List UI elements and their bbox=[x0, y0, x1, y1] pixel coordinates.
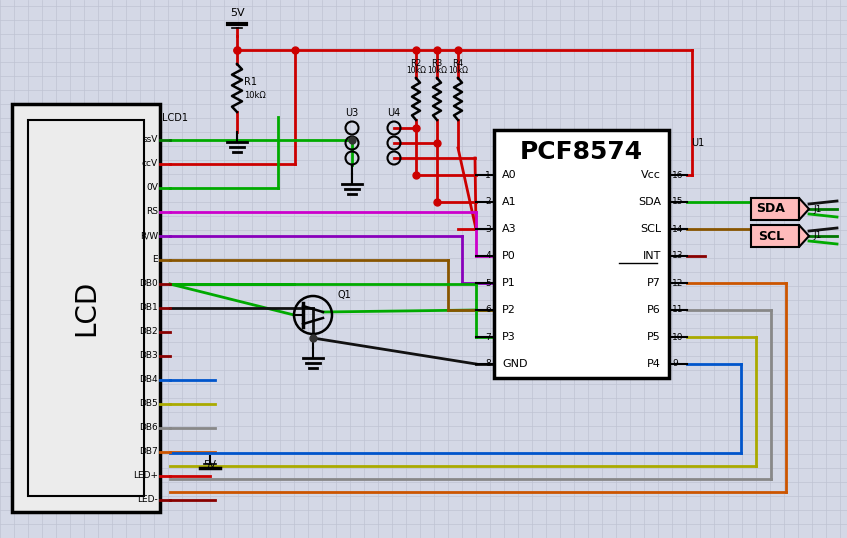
Text: SCL: SCL bbox=[758, 230, 784, 243]
Text: LED+: LED+ bbox=[133, 471, 158, 480]
Text: A1: A1 bbox=[502, 197, 517, 207]
Text: 5: 5 bbox=[485, 279, 491, 287]
Polygon shape bbox=[799, 198, 809, 220]
Text: ccV: ccV bbox=[142, 159, 158, 168]
Text: DB4: DB4 bbox=[140, 376, 158, 385]
Text: SCL: SCL bbox=[639, 224, 661, 234]
Text: 13: 13 bbox=[672, 251, 684, 260]
Text: INT: INT bbox=[643, 251, 661, 261]
Bar bbox=[751, 225, 799, 247]
Text: 5V: 5V bbox=[230, 8, 244, 18]
Text: RS: RS bbox=[146, 208, 158, 216]
Text: R4: R4 bbox=[452, 59, 463, 68]
Text: 7: 7 bbox=[485, 332, 491, 342]
Text: 0V: 0V bbox=[147, 183, 158, 193]
Text: 5V: 5V bbox=[203, 460, 217, 470]
Text: P6: P6 bbox=[647, 305, 661, 315]
Text: 11: 11 bbox=[672, 306, 684, 315]
Bar bbox=[751, 198, 799, 220]
Text: Q1: Q1 bbox=[337, 290, 351, 300]
Text: U4: U4 bbox=[387, 108, 401, 118]
Text: P4: P4 bbox=[647, 359, 661, 369]
Text: 10kΩ: 10kΩ bbox=[244, 90, 266, 100]
Text: DB2: DB2 bbox=[140, 328, 158, 336]
Text: DB7: DB7 bbox=[139, 448, 158, 457]
Text: LCD1: LCD1 bbox=[162, 113, 188, 123]
Text: Vcc: Vcc bbox=[641, 170, 661, 180]
Text: LED-: LED- bbox=[137, 495, 158, 505]
Text: R/W: R/W bbox=[140, 231, 158, 240]
Text: 10: 10 bbox=[672, 332, 684, 342]
Text: P3: P3 bbox=[502, 332, 516, 342]
Text: DB6: DB6 bbox=[139, 423, 158, 433]
Text: 8: 8 bbox=[485, 359, 491, 369]
Text: DB3: DB3 bbox=[139, 351, 158, 360]
Text: J1: J1 bbox=[813, 204, 822, 214]
Text: P2: P2 bbox=[502, 305, 516, 315]
Text: 15: 15 bbox=[672, 197, 684, 207]
Text: P7: P7 bbox=[647, 278, 661, 288]
Text: SDA: SDA bbox=[756, 202, 785, 216]
Text: SDA: SDA bbox=[638, 197, 661, 207]
Text: 14: 14 bbox=[672, 224, 684, 233]
Text: P1: P1 bbox=[502, 278, 516, 288]
Text: ssV: ssV bbox=[142, 136, 158, 145]
Text: P0: P0 bbox=[502, 251, 516, 261]
Text: 10kΩ: 10kΩ bbox=[427, 66, 447, 75]
Text: J1: J1 bbox=[813, 231, 822, 240]
Bar bbox=[28, 120, 144, 496]
Text: DB5: DB5 bbox=[139, 400, 158, 408]
Text: R3: R3 bbox=[431, 59, 443, 68]
Text: A0: A0 bbox=[502, 170, 517, 180]
Text: 10kΩ: 10kΩ bbox=[406, 66, 426, 75]
Text: U1: U1 bbox=[691, 138, 704, 148]
Text: DB1: DB1 bbox=[139, 303, 158, 313]
Text: GND: GND bbox=[502, 359, 528, 369]
Text: A3: A3 bbox=[502, 224, 517, 234]
Text: E: E bbox=[152, 256, 158, 265]
Text: R2: R2 bbox=[411, 59, 422, 68]
Text: 12: 12 bbox=[672, 279, 684, 287]
Text: LCD: LCD bbox=[72, 280, 100, 336]
Text: DB0: DB0 bbox=[139, 280, 158, 288]
Bar bbox=[494, 130, 669, 378]
Text: P5: P5 bbox=[647, 332, 661, 342]
Text: 1: 1 bbox=[485, 171, 491, 180]
Text: 10kΩ: 10kΩ bbox=[448, 66, 468, 75]
Text: 6: 6 bbox=[485, 306, 491, 315]
Text: PCF8574: PCF8574 bbox=[520, 140, 643, 164]
Text: 4: 4 bbox=[485, 251, 491, 260]
Polygon shape bbox=[799, 225, 809, 247]
Text: 2: 2 bbox=[485, 197, 491, 207]
Text: R1: R1 bbox=[244, 77, 257, 87]
Text: U3: U3 bbox=[346, 108, 358, 118]
Text: 9: 9 bbox=[672, 359, 678, 369]
Text: 3: 3 bbox=[485, 224, 491, 233]
Text: 16: 16 bbox=[672, 171, 684, 180]
Bar bbox=[12, 104, 160, 512]
